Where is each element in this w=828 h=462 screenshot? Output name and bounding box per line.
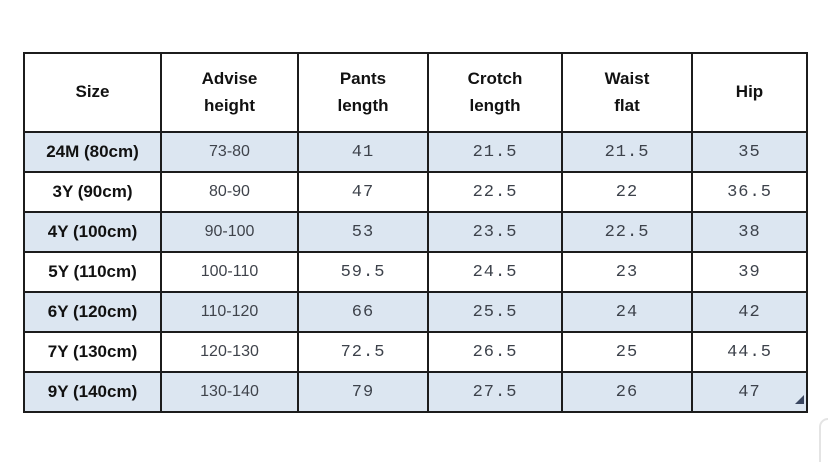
size-value: 4Y (100cm): [23, 211, 162, 253]
hip-value: 44.5: [691, 331, 808, 373]
pants-length-value: 72.5: [297, 331, 429, 373]
col-header-crotch-length: Crotch length: [427, 52, 563, 133]
pants-length-value: 79: [297, 371, 429, 413]
table-row-4y: 4Y (100cm) 90-100 53 23.5 22.5 38: [23, 211, 808, 253]
hip-value: 39: [691, 251, 808, 293]
crotch-length-value: 27.5: [427, 371, 563, 413]
col-header-size-label: Size: [75, 82, 110, 102]
col-header-waist-flat: Waist flat: [561, 52, 693, 133]
waist-flat-value: 24: [561, 291, 693, 333]
waist-flat-value: 21.5: [561, 131, 693, 173]
col-header-hip: Hip: [691, 52, 808, 133]
advise-height-value: 73-80: [160, 131, 299, 173]
col-header-advise-height: Advise height: [160, 52, 299, 133]
pants-length-value: 66: [297, 291, 429, 333]
size-value: 9Y (140cm): [23, 371, 162, 413]
table-row-5y: 5Y (110cm) 100-110 59.5 24.5 23 39: [23, 251, 808, 293]
pants-length-value: 59.5: [297, 251, 429, 293]
col-header-crotch-length-label: Crotch length: [467, 69, 523, 115]
advise-height-value: 80-90: [160, 171, 299, 213]
advise-height-value: 90-100: [160, 211, 299, 253]
table-row-24m: 24M (80cm) 73-80 41 21.5 21.5 35: [23, 131, 808, 173]
hip-value: 36.5: [691, 171, 808, 213]
advise-height-value: 120-130: [160, 331, 299, 373]
header-row: Size Advise height Pants length Crotch l…: [23, 52, 808, 133]
hip-value: 42: [691, 291, 808, 333]
table-row-6y: 6Y (120cm) 110-120 66 25.5 24 42: [23, 291, 808, 333]
crotch-length-value: 26.5: [427, 331, 563, 373]
hip-value: 35: [691, 131, 808, 173]
hip-value: 38: [691, 211, 808, 253]
crotch-length-value: 23.5: [427, 211, 563, 253]
col-header-size: Size: [23, 52, 162, 133]
cutoff-rounded-panel: [819, 418, 828, 462]
waist-flat-value: 25: [561, 331, 693, 373]
advise-height-value: 130-140: [160, 371, 299, 413]
crotch-length-value: 24.5: [427, 251, 563, 293]
table-resize-handle-icon[interactable]: [795, 395, 804, 404]
waist-flat-value: 23: [561, 251, 693, 293]
size-value: 7Y (130cm): [23, 331, 162, 373]
crotch-length-value: 22.5: [427, 171, 563, 213]
col-header-advise-height-label: Advise height: [201, 69, 258, 115]
waist-flat-value: 22.5: [561, 211, 693, 253]
pants-length-value: 53: [297, 211, 429, 253]
pants-length-value: 47: [297, 171, 429, 213]
size-value: 5Y (110cm): [23, 251, 162, 293]
size-chart-table: Size Advise height Pants length Crotch l…: [23, 52, 808, 413]
advise-height-value: 110-120: [160, 291, 299, 333]
table-row-9y: 9Y (140cm) 130-140 79 27.5 26 47: [23, 371, 808, 413]
crotch-length-value: 25.5: [427, 291, 563, 333]
table-row-3y: 3Y (90cm) 80-90 47 22.5 22 36.5: [23, 171, 808, 213]
advise-height-value: 100-110: [160, 251, 299, 293]
size-value: 24M (80cm): [23, 131, 162, 173]
table-row-7y: 7Y (130cm) 120-130 72.5 26.5 25 44.5: [23, 331, 808, 373]
col-header-pants-length-label: Pants length: [337, 69, 389, 115]
size-value: 3Y (90cm): [23, 171, 162, 213]
col-header-pants-length: Pants length: [297, 52, 429, 133]
pants-length-value: 41: [297, 131, 429, 173]
waist-flat-value: 26: [561, 371, 693, 413]
hip-value: 47: [691, 371, 808, 413]
col-header-hip-label: Hip: [735, 82, 764, 102]
waist-flat-value: 22: [561, 171, 693, 213]
crotch-length-value: 21.5: [427, 131, 563, 173]
col-header-waist-flat-label: Waist flat: [604, 69, 650, 115]
size-value: 6Y (120cm): [23, 291, 162, 333]
